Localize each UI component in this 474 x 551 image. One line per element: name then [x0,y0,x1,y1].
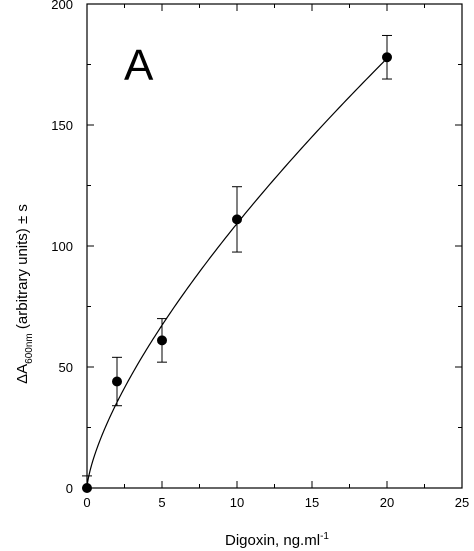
x-axis-title-main: Digoxin, ng.ml [225,532,320,549]
x-tick-label: 15 [305,495,319,510]
y-tick-label: 50 [59,360,73,375]
y-tick-label: 100 [51,239,73,254]
fit-curve-layer [86,58,388,489]
x-axis-title: Digoxin, ng.ml-1 [225,531,329,549]
y-axis-title: ΔA600nm (arbitrary units) ± s [14,204,35,384]
data-point [232,214,242,225]
y-axis-title-subscript: 600nm [24,333,35,364]
fit-curve [86,58,388,489]
x-tick-label: 25 [455,495,469,510]
data-point [112,376,122,387]
axis-ticks: 0 5 10 15 20 25 0 50 100 150 200 [51,0,469,510]
x-tick-label: 20 [380,495,394,510]
y-axis-title-suffix: (arbitrary units) ± s [14,204,31,333]
panel-label: A [124,41,154,90]
data-point [382,52,392,63]
y-tick-label: 200 [51,0,73,12]
data-point [157,335,167,346]
x-axis-title-superscript: -1 [320,531,329,542]
x-tick-label: 0 [83,495,90,510]
y-tick-label: 150 [51,118,73,133]
x-tick-label: 10 [230,495,244,510]
data-points-layer [82,34,392,493]
y-axis-title-prefix: ΔA [14,364,31,384]
data-point [82,483,92,493]
y-tick-label: 0 [66,481,73,496]
x-tick-label: 5 [158,495,165,510]
